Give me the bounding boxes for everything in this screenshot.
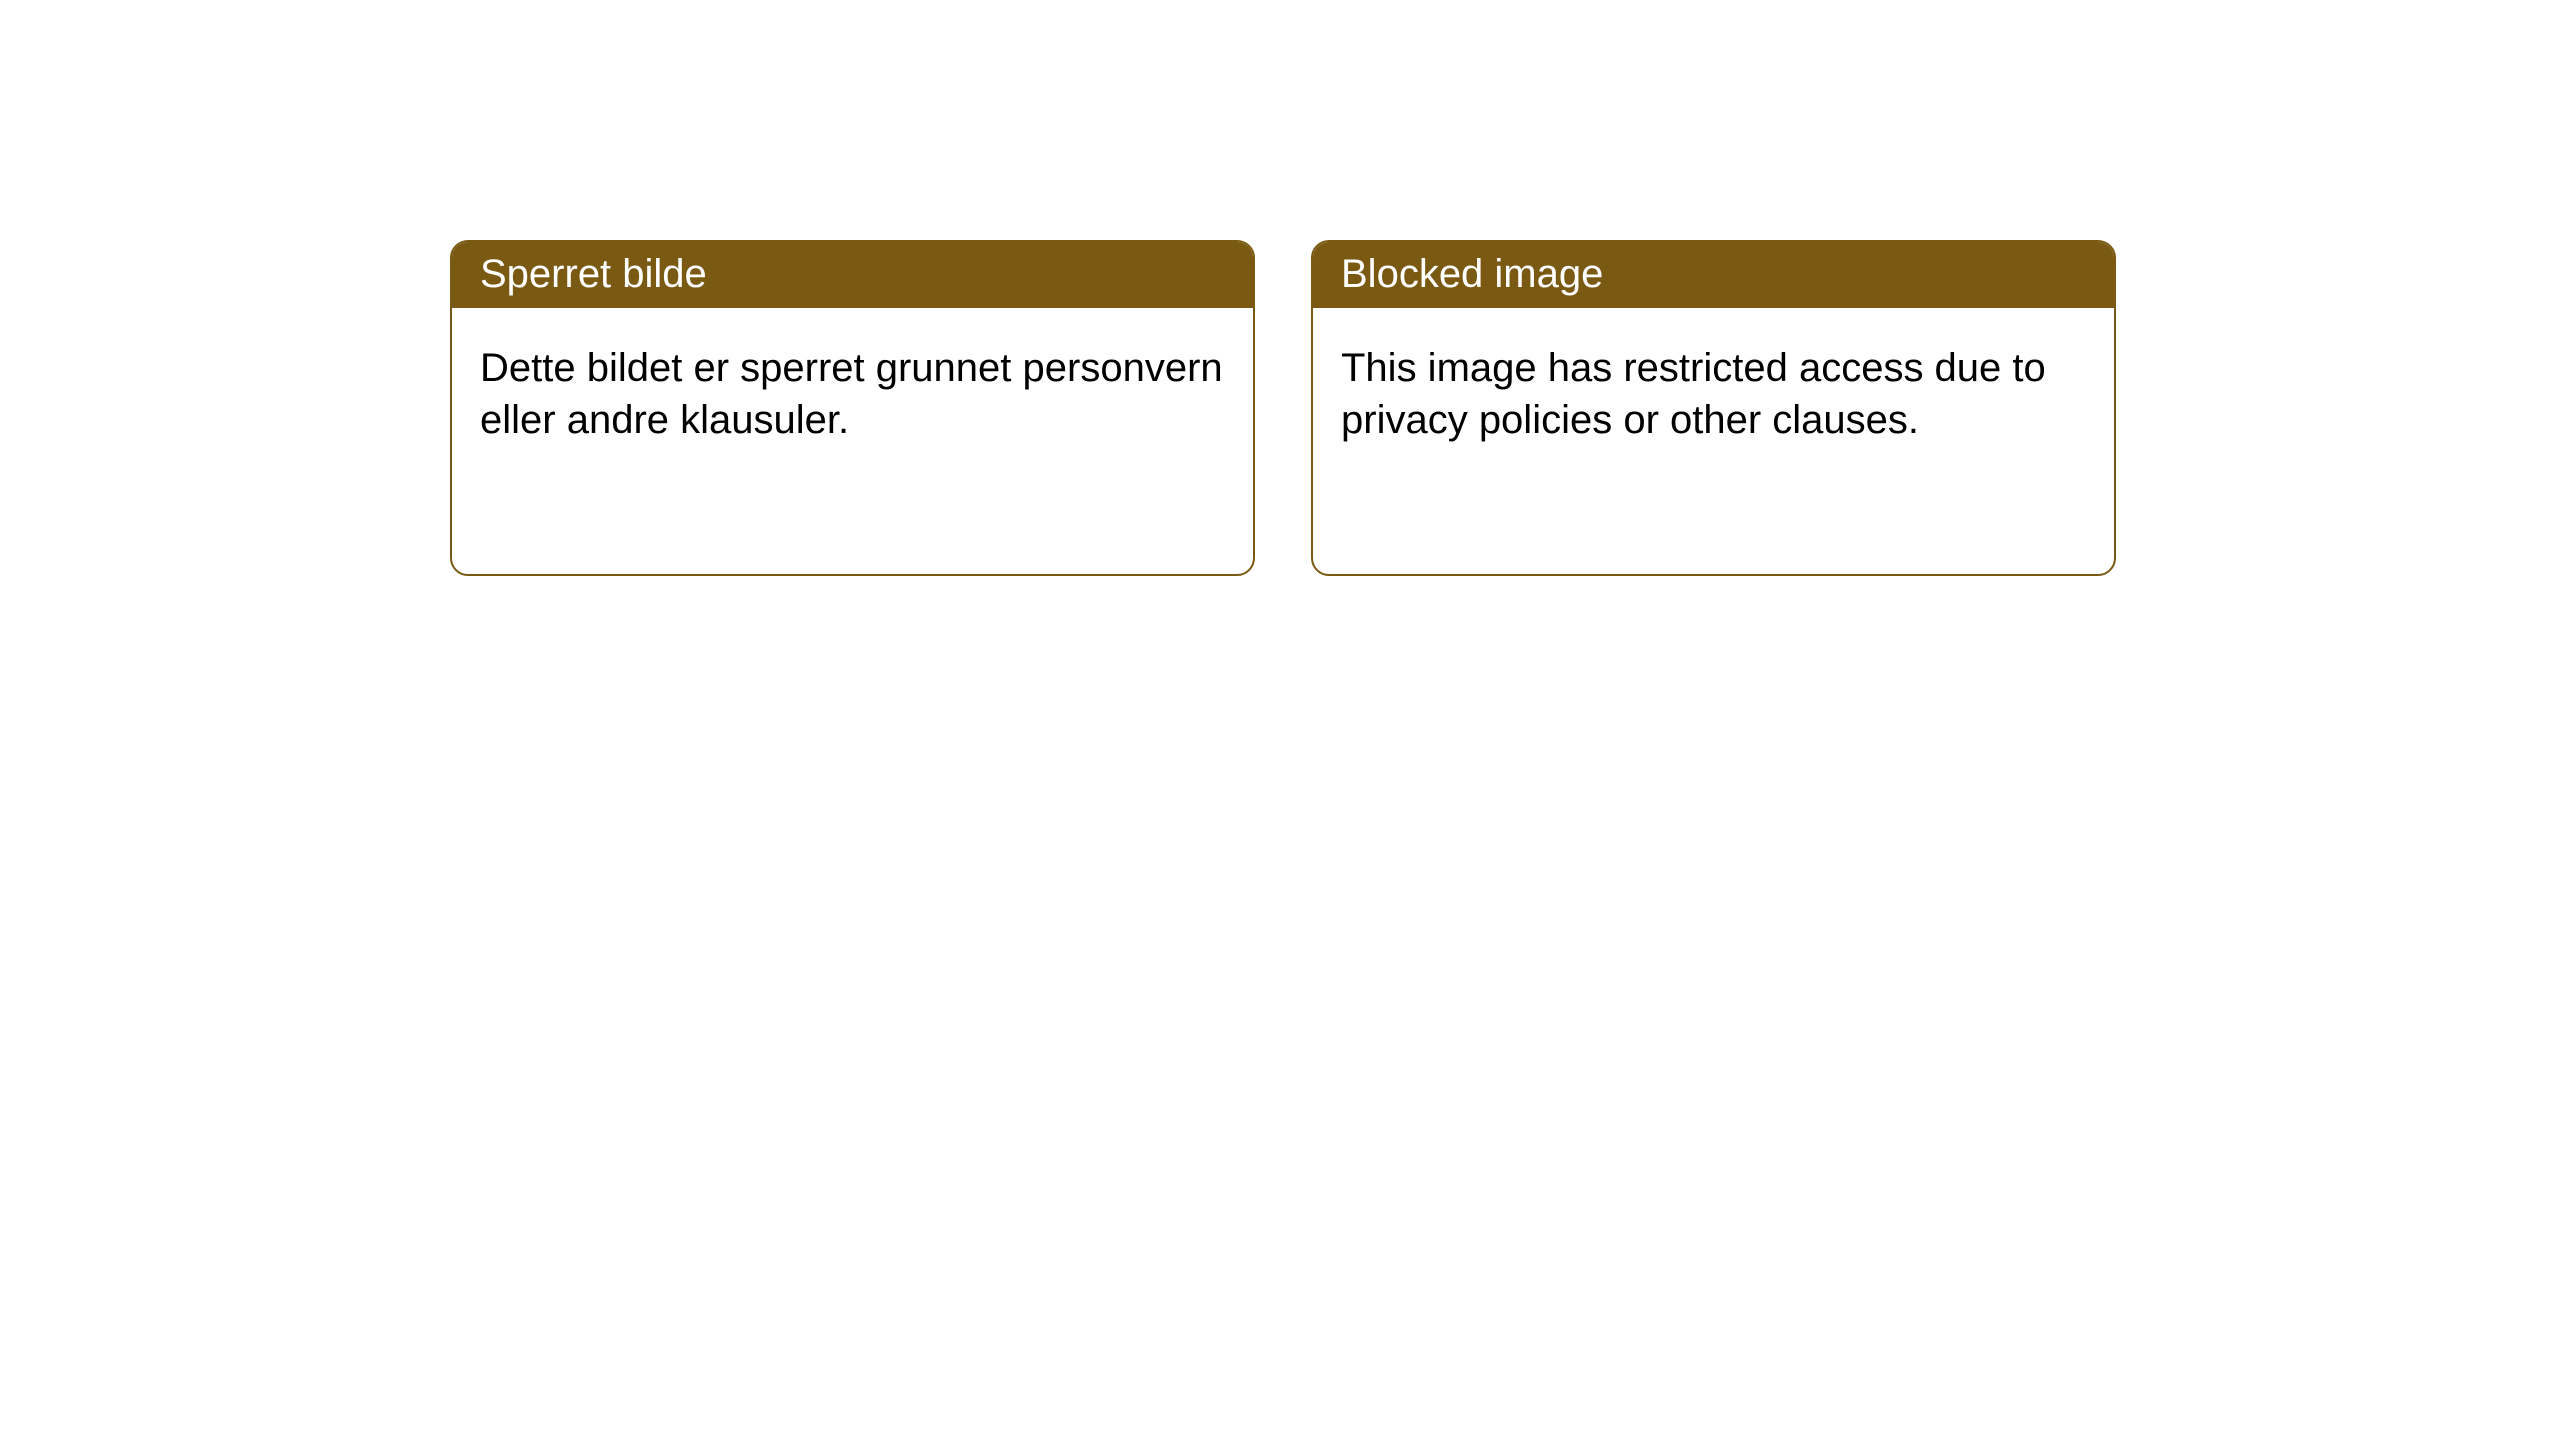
notice-body: This image has restricted access due to … xyxy=(1313,308,2114,480)
notice-title: Sperret bilde xyxy=(452,242,1253,308)
notice-title: Blocked image xyxy=(1313,242,2114,308)
notice-card-norwegian: Sperret bilde Dette bildet er sperret gr… xyxy=(450,240,1255,576)
notice-body: Dette bildet er sperret grunnet personve… xyxy=(452,308,1253,480)
notice-card-english: Blocked image This image has restricted … xyxy=(1311,240,2116,576)
notice-container: Sperret bilde Dette bildet er sperret gr… xyxy=(0,0,2560,576)
